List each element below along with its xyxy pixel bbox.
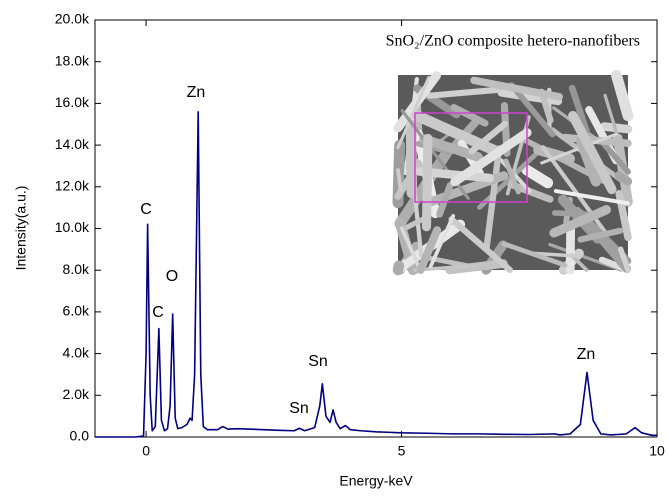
y-tick-label: 18.0k — [55, 52, 90, 68]
sem-inset-image — [398, 75, 628, 270]
y-tick-label: 20.0k — [55, 11, 90, 27]
peak-label: Zn — [577, 346, 596, 363]
y-tick-label: 12.0k — [55, 178, 90, 194]
chart-annotation: SnO₂/ZnO composite hetero-nanofibers — [386, 33, 640, 50]
peak-label: Sn — [289, 400, 309, 417]
y-tick-label: 10.0k — [55, 219, 90, 235]
y-tick-label: 8.0k — [63, 261, 90, 277]
y-tick-label: 4.0k — [63, 344, 90, 360]
inset-fiber — [411, 125, 412, 193]
peak-label: C — [152, 304, 164, 321]
x-tick-label: 10 — [649, 443, 665, 459]
y-tick-label: 0.0 — [70, 428, 90, 444]
x-tick-label: 5 — [398, 443, 406, 459]
y-tick-label: 6.0k — [63, 303, 90, 319]
y-tick-label: 14.0k — [55, 136, 90, 152]
x-axis-label: Energy-keV — [339, 473, 413, 489]
x-tick-label: 0 — [142, 443, 150, 459]
y-tick-label: 16.0k — [55, 94, 90, 110]
inset-fiber — [619, 175, 628, 181]
y-axis-label: Intensity(a.u.) — [13, 186, 29, 271]
peak-label: C — [140, 201, 152, 218]
peak-label: O — [166, 268, 178, 285]
peak-label: Sn — [308, 353, 328, 370]
inset-fiber — [398, 266, 399, 270]
inset-fiber — [398, 170, 401, 190]
inset-fiber — [426, 138, 427, 226]
y-tick-label: 2.0k — [63, 386, 90, 402]
peak-label: Zn — [187, 84, 206, 101]
